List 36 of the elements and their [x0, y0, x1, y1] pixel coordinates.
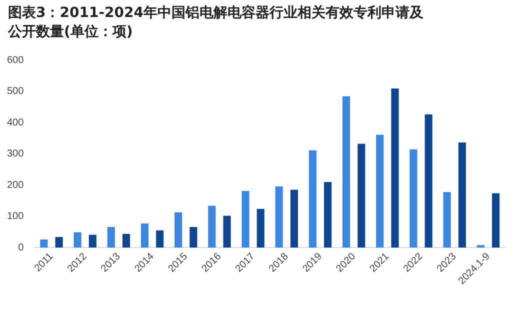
bar — [424, 114, 432, 248]
bar — [40, 239, 48, 248]
bar — [174, 212, 182, 248]
bar — [358, 144, 366, 248]
bar — [223, 216, 231, 248]
bar — [342, 96, 350, 248]
bar — [156, 230, 164, 248]
bar — [376, 134, 384, 248]
bar — [492, 193, 500, 248]
bar — [190, 226, 198, 248]
bar — [55, 236, 63, 248]
bar — [290, 190, 298, 248]
bar — [140, 224, 148, 248]
y-tick-label: 300 — [6, 148, 24, 160]
bar — [458, 142, 466, 248]
y-tick-label: 200 — [6, 180, 24, 191]
bar — [208, 206, 216, 248]
bar — [256, 208, 264, 248]
bar — [308, 150, 316, 248]
y-tick-label: 500 — [6, 86, 24, 98]
bar — [476, 245, 484, 248]
bar — [242, 191, 250, 248]
bar — [74, 232, 82, 248]
bar — [324, 182, 332, 248]
bar — [443, 192, 451, 248]
bar — [107, 226, 115, 248]
bar — [410, 149, 418, 248]
bar — [88, 234, 96, 248]
bar — [122, 234, 130, 248]
chart-title: 图表3：2011-2024年中国铝电解电容器行业相关有效专利申请及公开数量(单位：项) — [8, 4, 424, 42]
y-tick-label: 400 — [6, 117, 24, 128]
bar — [275, 186, 283, 248]
bar — [391, 88, 399, 248]
y-tick-label: 0 — [18, 242, 24, 254]
y-tick-label: 100 — [6, 211, 24, 222]
y-tick-label: 600 — [6, 54, 24, 66]
